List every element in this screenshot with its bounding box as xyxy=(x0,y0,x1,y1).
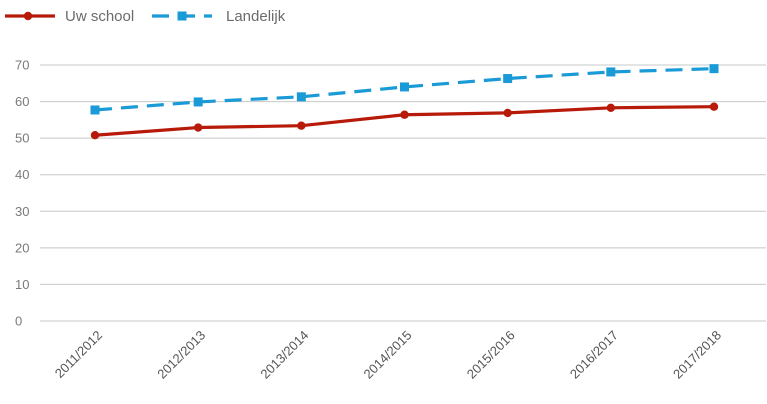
data-point-landelijk xyxy=(296,92,306,102)
y-tick-label: 70 xyxy=(15,58,29,73)
data-point-landelijk xyxy=(606,67,616,77)
y-tick-label: 10 xyxy=(15,277,29,292)
data-point-uw-school xyxy=(400,110,409,119)
y-tick-label: 0 xyxy=(15,314,22,329)
x-tick-label: 2015/2016 xyxy=(464,328,518,382)
x-tick-label: 2011/2012 xyxy=(52,328,105,381)
series-layer xyxy=(90,64,719,140)
legend-label-landelijk: Landelijk xyxy=(226,8,286,25)
data-point-uw-school xyxy=(709,102,719,111)
legend-marker-landelijk xyxy=(177,11,187,21)
data-point-landelijk xyxy=(503,74,513,84)
x-tick-label: 2012/2013 xyxy=(154,328,208,382)
data-point-uw-school xyxy=(606,103,616,112)
legend-marker-uw-school xyxy=(23,11,33,21)
x-axis-ticks: 2011/2012 2012/2013 2013/2014 2014/2015 2015… xyxy=(52,328,724,382)
legend: Uw school Landelijk xyxy=(5,8,286,25)
legend-label-uw-school: Uw school xyxy=(65,8,134,25)
data-point-landelijk xyxy=(193,97,203,107)
y-axis-ticks: 0 10 20 30 40 50 60 70 xyxy=(15,58,29,329)
data-point-landelijk xyxy=(709,64,719,74)
y-tick-label: 20 xyxy=(15,240,29,255)
grid xyxy=(40,64,766,322)
data-point-uw-school xyxy=(297,121,306,130)
y-tick-label: 30 xyxy=(15,204,29,219)
data-point-landelijk xyxy=(400,82,409,92)
data-point-uw-school xyxy=(503,108,512,118)
x-tick-label: 2017/2018 xyxy=(670,328,724,382)
data-point-landelijk xyxy=(90,105,100,115)
x-tick-label: 2016/2017 xyxy=(567,328,621,382)
data-point-uw-school xyxy=(90,131,100,140)
y-tick-label: 50 xyxy=(15,131,29,146)
y-tick-label: 40 xyxy=(15,167,29,182)
y-tick-label: 60 xyxy=(15,94,29,109)
data-point-uw-school xyxy=(193,123,203,132)
x-tick-label: 2013/2014 xyxy=(257,328,311,382)
x-tick-label: 2014/2015 xyxy=(361,328,415,382)
